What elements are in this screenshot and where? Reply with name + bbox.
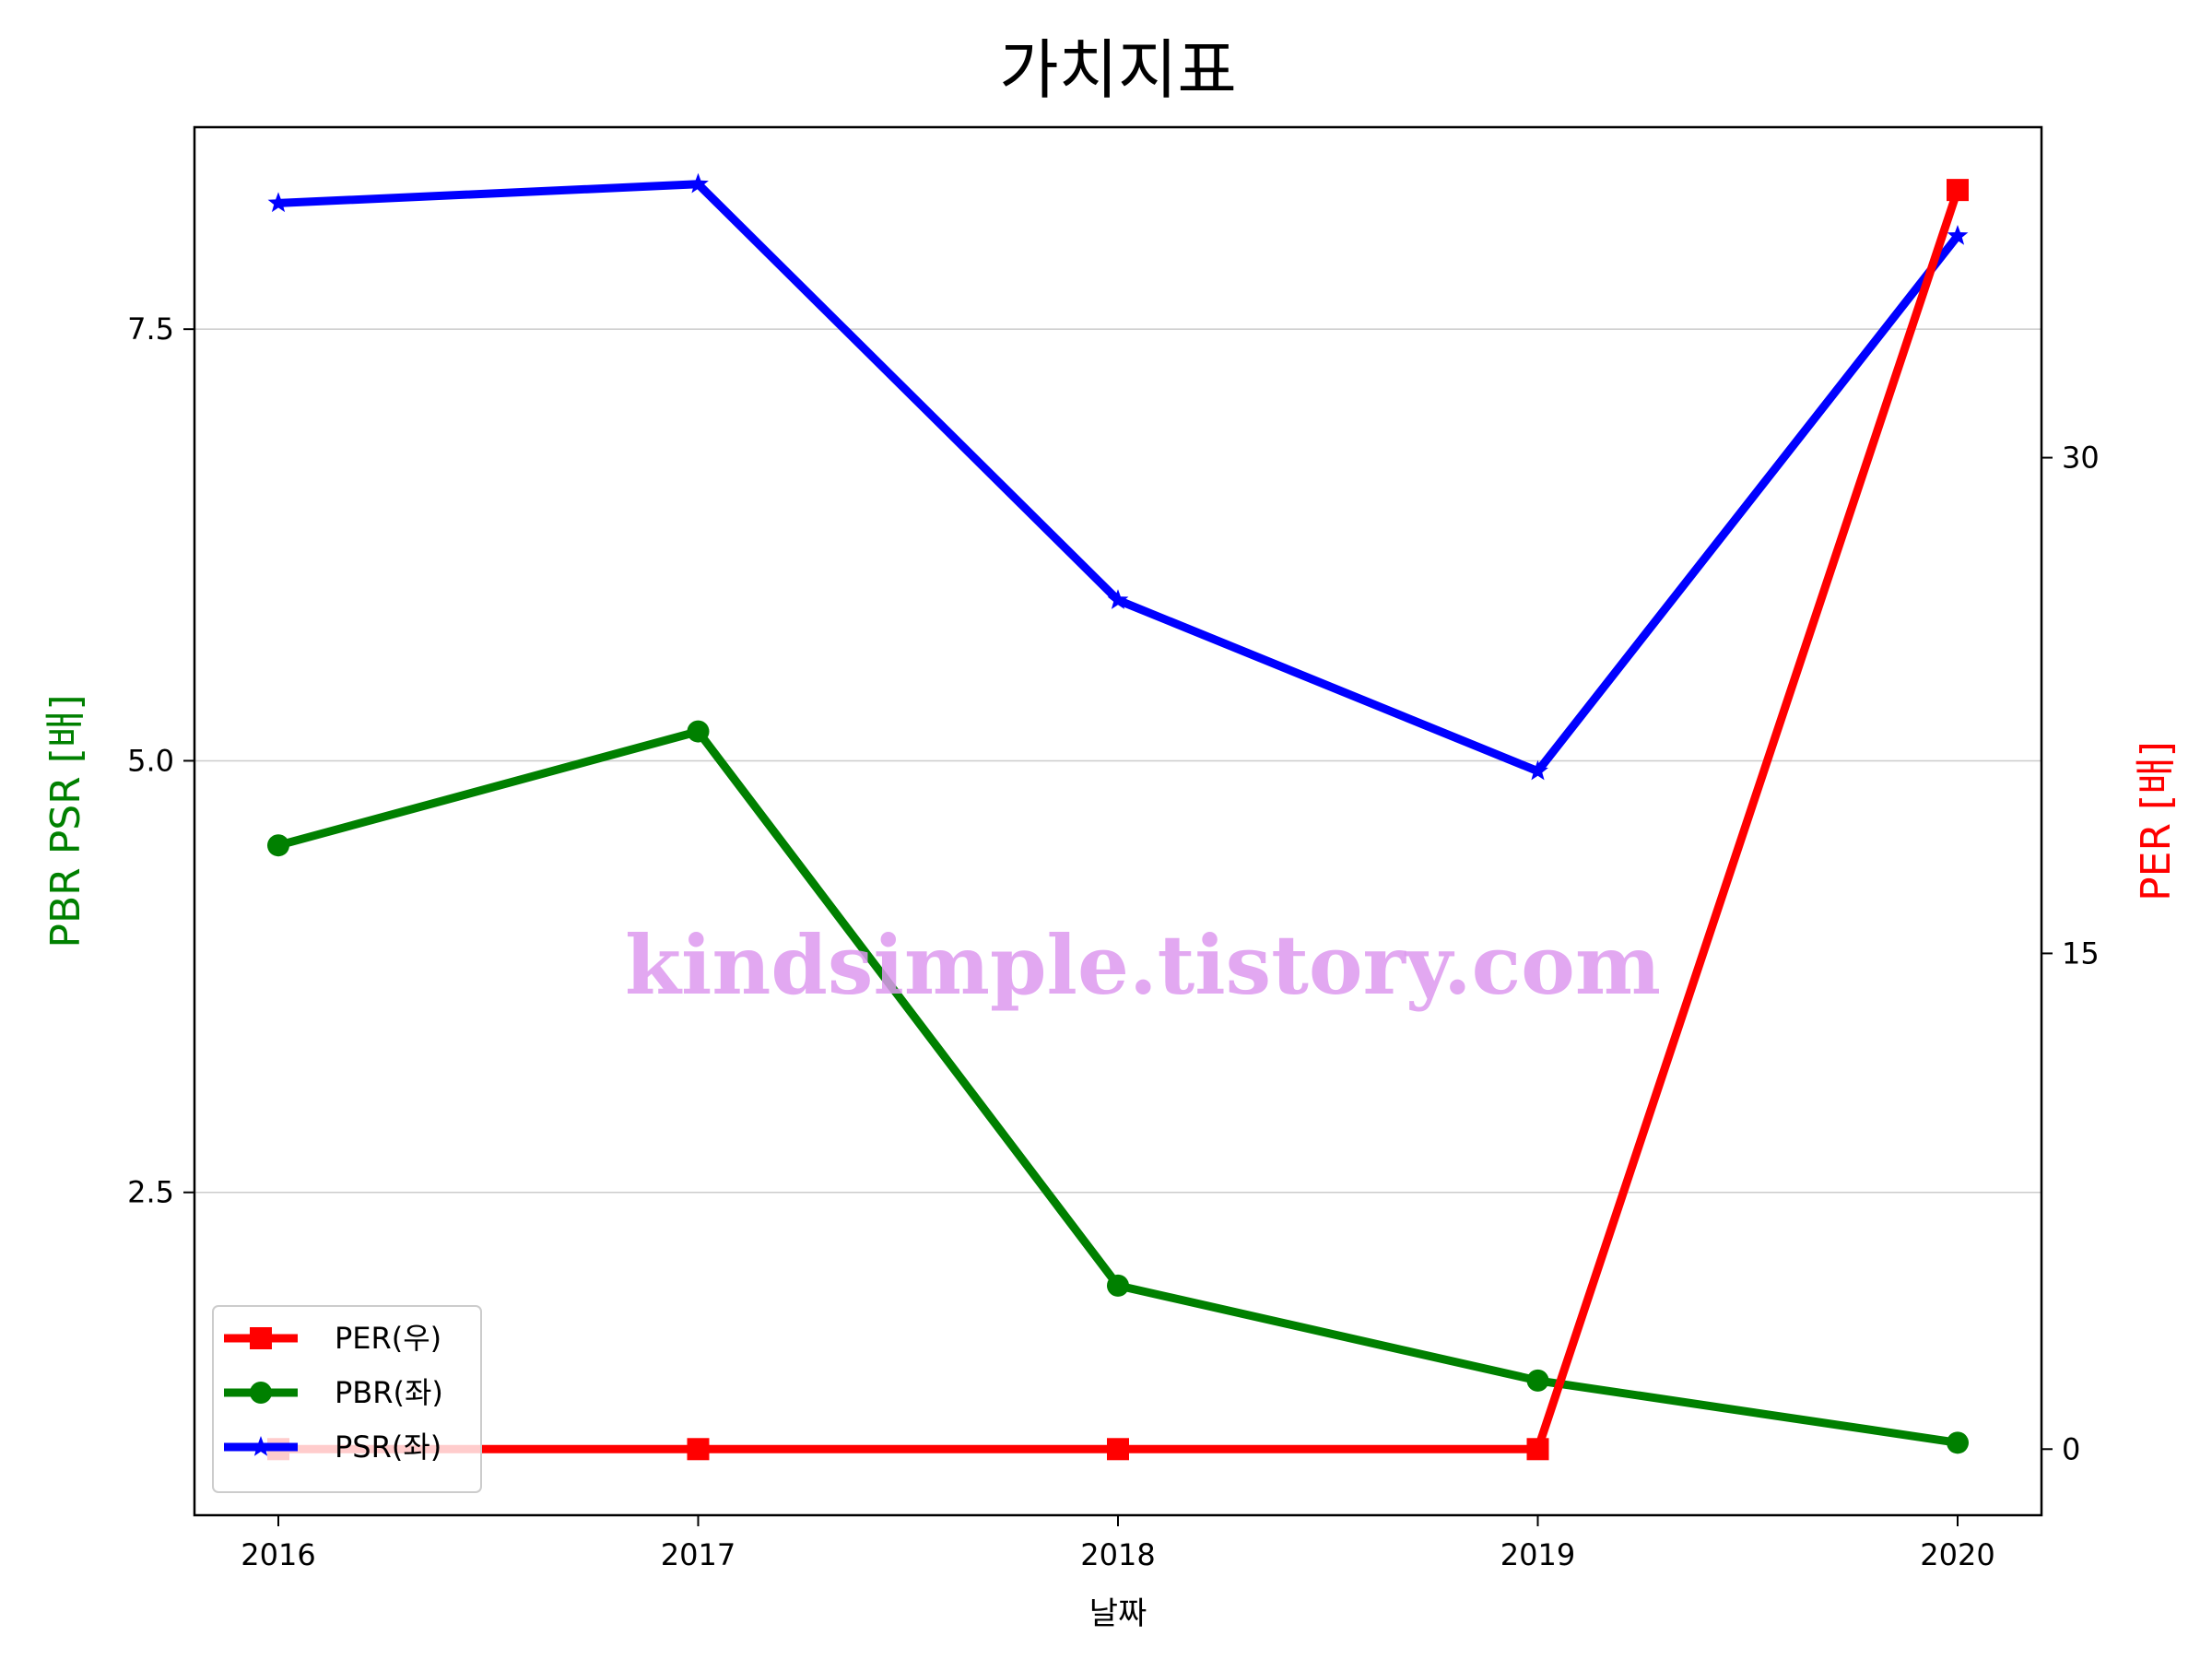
left-y-axis: 2.5 5.0 7.5 — [127, 312, 194, 1210]
data-point — [267, 192, 289, 213]
right-y-axis-title: PER [배] — [2133, 741, 2180, 901]
data-point — [1107, 1274, 1129, 1297]
x-axis-tick-label: 2016 — [241, 1537, 315, 1572]
right-y-axis: 0 15 30 — [2041, 441, 2100, 1466]
legend-marker — [250, 1327, 272, 1349]
data-point — [1526, 1438, 1549, 1461]
left-y-axis-title: PBR PSR [배] — [42, 694, 89, 947]
series-PER(우) — [267, 179, 1969, 1461]
legend: PER(우) PBR(좌) PSR(좌) — [212, 1305, 482, 1493]
right-axis-tick-label: 30 — [2062, 441, 2100, 476]
data-point — [1526, 1369, 1549, 1392]
x-axis-tick-label: 2018 — [1080, 1537, 1155, 1572]
legend-marker — [250, 1436, 272, 1456]
data-point — [1947, 1431, 1969, 1454]
legend-label: PSR(좌) — [335, 1430, 441, 1465]
series-PBR(좌) — [267, 720, 1969, 1454]
series-line — [278, 188, 1962, 1453]
legend-label: PBR(좌) — [335, 1375, 443, 1410]
left-axis-tick-label: 5.0 — [127, 743, 174, 778]
grid-lines — [194, 328, 2041, 1194]
data-point — [687, 1438, 710, 1461]
x-axis: 2016 2017 2018 2019 2020 — [241, 1515, 1995, 1572]
data-point — [1947, 225, 1969, 245]
data-point — [267, 834, 289, 857]
x-axis-title: 날짜 — [1089, 1595, 1147, 1632]
data-point — [688, 172, 709, 194]
data-point — [1947, 179, 1969, 202]
right-axis-tick-label: 0 — [2062, 1431, 2080, 1466]
data-point — [1107, 1438, 1129, 1461]
series-line — [276, 727, 1959, 1447]
series-line — [277, 180, 1961, 776]
left-axis-tick-label: 7.5 — [127, 312, 174, 347]
left-axis-tick-label: 2.5 — [127, 1175, 174, 1210]
series-PSR(좌) — [267, 172, 1969, 781]
data-point — [687, 720, 710, 743]
series-layer — [267, 172, 1969, 1461]
x-axis-tick-label: 2020 — [1920, 1537, 1994, 1572]
x-axis-tick-label: 2019 — [1500, 1537, 1575, 1572]
x-axis-tick-label: 2017 — [661, 1537, 735, 1572]
right-axis-tick-label: 15 — [2062, 935, 2100, 971]
watermark-text: kindsimple.tistory.com — [625, 917, 1661, 1013]
data-point — [1107, 589, 1129, 609]
legend-label: PER(우) — [335, 1321, 441, 1356]
chart-title: 가치지표 — [999, 32, 1237, 108]
legend-marker — [250, 1382, 272, 1404]
data-point — [1527, 759, 1548, 781]
